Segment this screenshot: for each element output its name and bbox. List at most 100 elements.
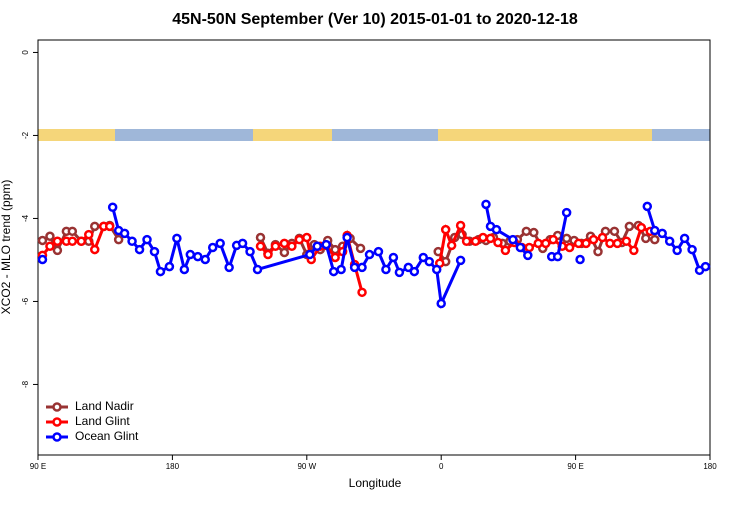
point (561, 207, 572, 218)
point (134, 244, 145, 255)
x-axis-label: Longitude (349, 476, 402, 490)
point (564, 242, 575, 253)
point (172, 233, 182, 244)
point (294, 234, 305, 245)
point (321, 239, 331, 250)
point (237, 238, 248, 249)
point (493, 237, 503, 248)
point (342, 232, 352, 243)
point (446, 240, 457, 251)
point (418, 252, 429, 263)
point (461, 236, 472, 247)
x-tick-label: 180 (703, 462, 717, 471)
point (45, 231, 55, 242)
y-tick-label: -8 (21, 380, 30, 388)
point (642, 201, 653, 212)
point (302, 232, 312, 243)
x-tick-label: 90 E (30, 462, 46, 471)
point (312, 241, 323, 252)
point (252, 264, 263, 275)
point (164, 261, 175, 272)
legend-label: Land Glint (75, 414, 130, 428)
x-tick-label: 0 (439, 462, 444, 471)
point (403, 262, 414, 273)
point (215, 238, 225, 249)
point (593, 246, 603, 257)
point (127, 236, 137, 247)
point (664, 236, 675, 247)
x-tick-label: 180 (166, 462, 180, 471)
point (76, 236, 87, 247)
point (113, 234, 124, 245)
chart-title: 45N-50N September (Ver 10) 2015-01-01 to… (172, 11, 578, 28)
point (142, 234, 152, 245)
point (424, 256, 435, 267)
point (436, 298, 446, 309)
point (485, 233, 496, 244)
point (649, 234, 660, 245)
point (533, 238, 544, 249)
point (455, 255, 466, 266)
map-strip (38, 129, 710, 141)
legend-marker (52, 417, 62, 427)
point (104, 221, 115, 232)
point (679, 233, 690, 244)
point (355, 243, 366, 254)
point (624, 221, 635, 232)
point (37, 254, 48, 265)
point (89, 221, 100, 232)
point (700, 261, 711, 272)
point (357, 287, 367, 298)
point (491, 224, 502, 235)
point (336, 264, 346, 275)
point (672, 245, 682, 256)
point (270, 241, 281, 252)
point (89, 244, 100, 255)
point (573, 238, 584, 249)
point (328, 266, 339, 277)
point (255, 241, 266, 252)
point (155, 266, 166, 277)
legend-label: Ocean Glint (75, 429, 139, 443)
point (588, 234, 599, 245)
point (45, 241, 55, 252)
point (207, 242, 218, 253)
point (287, 241, 297, 252)
point (575, 254, 585, 265)
point (605, 238, 615, 249)
point (552, 251, 563, 262)
plot-frame (37, 39, 711, 456)
point (373, 246, 384, 257)
point (84, 229, 94, 240)
point (67, 226, 78, 237)
point (529, 227, 539, 238)
point (641, 233, 651, 244)
legend-label: Land Nadir (75, 399, 134, 413)
legend-marker (52, 402, 62, 412)
y-axis-label: XCO2 - MLO trend (ppm) (0, 180, 13, 315)
point (364, 249, 375, 260)
point (107, 202, 118, 212)
point (255, 232, 266, 243)
point (52, 245, 63, 256)
y-tick-label: -6 (21, 297, 30, 305)
point (279, 238, 290, 249)
point (263, 249, 273, 260)
point (521, 226, 532, 237)
point (478, 232, 488, 243)
point (612, 238, 623, 249)
point (330, 252, 340, 263)
point (515, 242, 526, 253)
point (629, 245, 639, 256)
point (597, 232, 608, 243)
point (657, 228, 667, 239)
point (548, 234, 558, 245)
point (394, 267, 405, 278)
point (388, 252, 399, 263)
point (185, 249, 196, 260)
point (636, 222, 647, 233)
point (149, 246, 160, 257)
point (67, 236, 78, 247)
point (409, 266, 420, 277)
point (649, 225, 660, 236)
